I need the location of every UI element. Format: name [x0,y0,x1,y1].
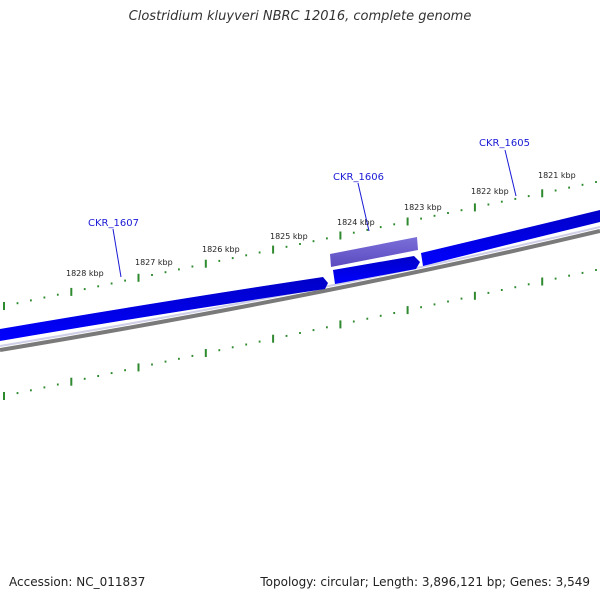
scale-label: 1824 kbp [337,218,375,227]
gene-label-ckr-1607[interactable]: CKR_1607 [88,218,139,229]
gene-ckr-1605-arrow[interactable] [421,210,600,266]
gene-label-ckr-1605[interactable]: CKR_1605 [479,138,530,149]
gene-callout-line [504,149,517,197]
genome-backbone [0,229,600,352]
genome-summary-text: Topology: circular; Length: 3,896,121 bp… [260,575,590,589]
genome-title: Clostridium kluyveri NBRC 12016, complet… [128,9,472,24]
gene-label-ckr-1606[interactable]: CKR_1606 [333,172,384,183]
gene-callout-line [112,228,122,278]
scale-label: 1828 kbp [66,269,104,278]
scale-label: 1826 kbp [202,245,240,254]
tick-marks [3,181,597,400]
scale-label: 1822 kbp [471,187,509,196]
accession-text: Accession: NC_011837 [9,575,146,589]
gene-ckr-1606-arrow[interactable] [333,256,420,284]
scale-label: 1821 kbp [538,171,576,180]
gene-ckr-1606-highlight[interactable] [330,237,418,267]
gene-ckr-1607-arrow[interactable] [0,277,328,341]
gene-callout-line [357,182,370,232]
scale-label: 1825 kbp [270,232,308,241]
scale-label: 1827 kbp [135,258,173,267]
scale-label: 1823 kbp [404,203,442,212]
